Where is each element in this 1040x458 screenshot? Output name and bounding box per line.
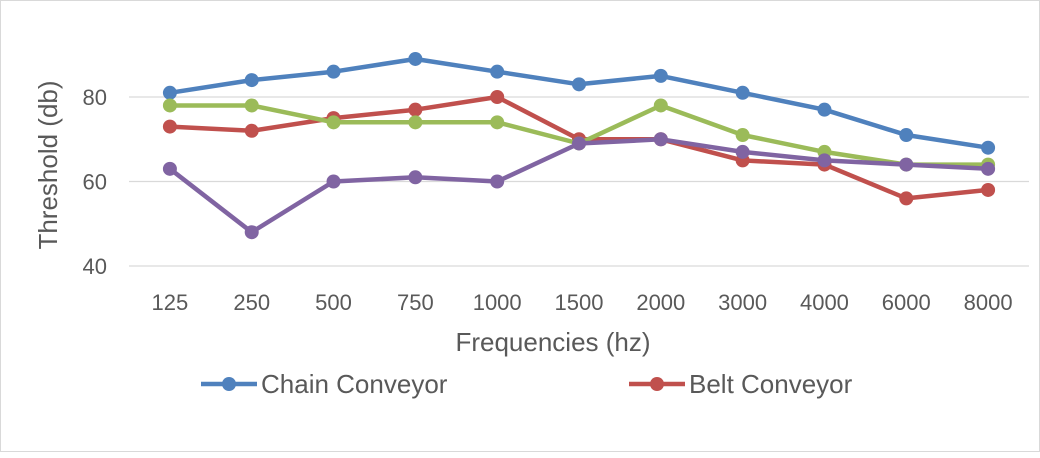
legend-item: Chain Conveyor [201, 369, 448, 399]
data-point [408, 115, 423, 130]
data-point [817, 153, 832, 168]
data-point [572, 77, 586, 92]
legend-label: Belt Conveyor [689, 369, 853, 399]
data-point [244, 73, 259, 88]
x-tick-label: 1000 [473, 290, 522, 315]
data-point [326, 174, 341, 189]
series-4 [162, 132, 996, 240]
data-point [735, 144, 750, 159]
data-point [981, 161, 996, 176]
gridlines [129, 96, 1029, 267]
series-1 [162, 51, 996, 155]
y-tick-label: 60 [83, 170, 107, 195]
legend-marker [650, 377, 664, 391]
legend-item: Belt Conveyor [629, 369, 853, 399]
x-tick-labels: 125 250 500 750 1000 1500 2000 3000 4000 6000 8000 [152, 290, 1013, 315]
y-axis-title: Threshold (db) [33, 80, 63, 249]
x-tick-label: 2000 [636, 290, 685, 315]
data-point [490, 64, 505, 79]
x-tick-label: 500 [315, 290, 352, 315]
data-point [735, 128, 750, 143]
data-point [899, 191, 914, 206]
data-point [490, 90, 505, 104]
data-point [490, 115, 505, 130]
data-point [572, 136, 586, 151]
data-point [490, 174, 505, 189]
y-tick-label: 80 [83, 85, 107, 110]
data-point [162, 98, 177, 113]
data-point [326, 64, 341, 79]
data-point [653, 132, 668, 147]
x-tick-label: 8000 [964, 290, 1013, 315]
data-point [326, 115, 341, 130]
x-tick-label: 250 [233, 290, 270, 315]
y-tick-label: 40 [83, 254, 107, 279]
x-tick-label: 4000 [800, 290, 849, 315]
data-point [244, 98, 259, 113]
x-axis-title: Frequencies (hz) [455, 327, 650, 357]
data-point [735, 85, 750, 100]
data-point [162, 161, 177, 176]
x-tick-label: 3000 [718, 290, 767, 315]
x-tick-label: 6000 [882, 290, 931, 315]
y-tick-labels: 40 60 80 [83, 85, 107, 279]
x-tick-label: 125 [152, 290, 189, 315]
x-tick-label: 1500 [555, 290, 604, 315]
data-point [162, 119, 177, 134]
legend-label: Chain Conveyor [261, 369, 448, 399]
data-point [408, 102, 423, 117]
data-point [408, 51, 423, 66]
x-tick-label: 750 [397, 290, 434, 315]
series-line [167, 137, 991, 235]
series-lines [162, 51, 996, 240]
data-point [408, 170, 423, 185]
data-point [244, 123, 259, 138]
data-point [817, 102, 832, 117]
data-point [653, 98, 668, 113]
data-point [899, 157, 914, 172]
data-point [162, 85, 177, 100]
data-point [899, 128, 914, 143]
data-point [653, 68, 668, 83]
legend-marker [222, 377, 236, 391]
data-point [981, 140, 996, 155]
data-point [244, 225, 259, 240]
data-point [981, 182, 996, 197]
legend: Chain Conveyor Belt Conveyor [201, 369, 853, 399]
